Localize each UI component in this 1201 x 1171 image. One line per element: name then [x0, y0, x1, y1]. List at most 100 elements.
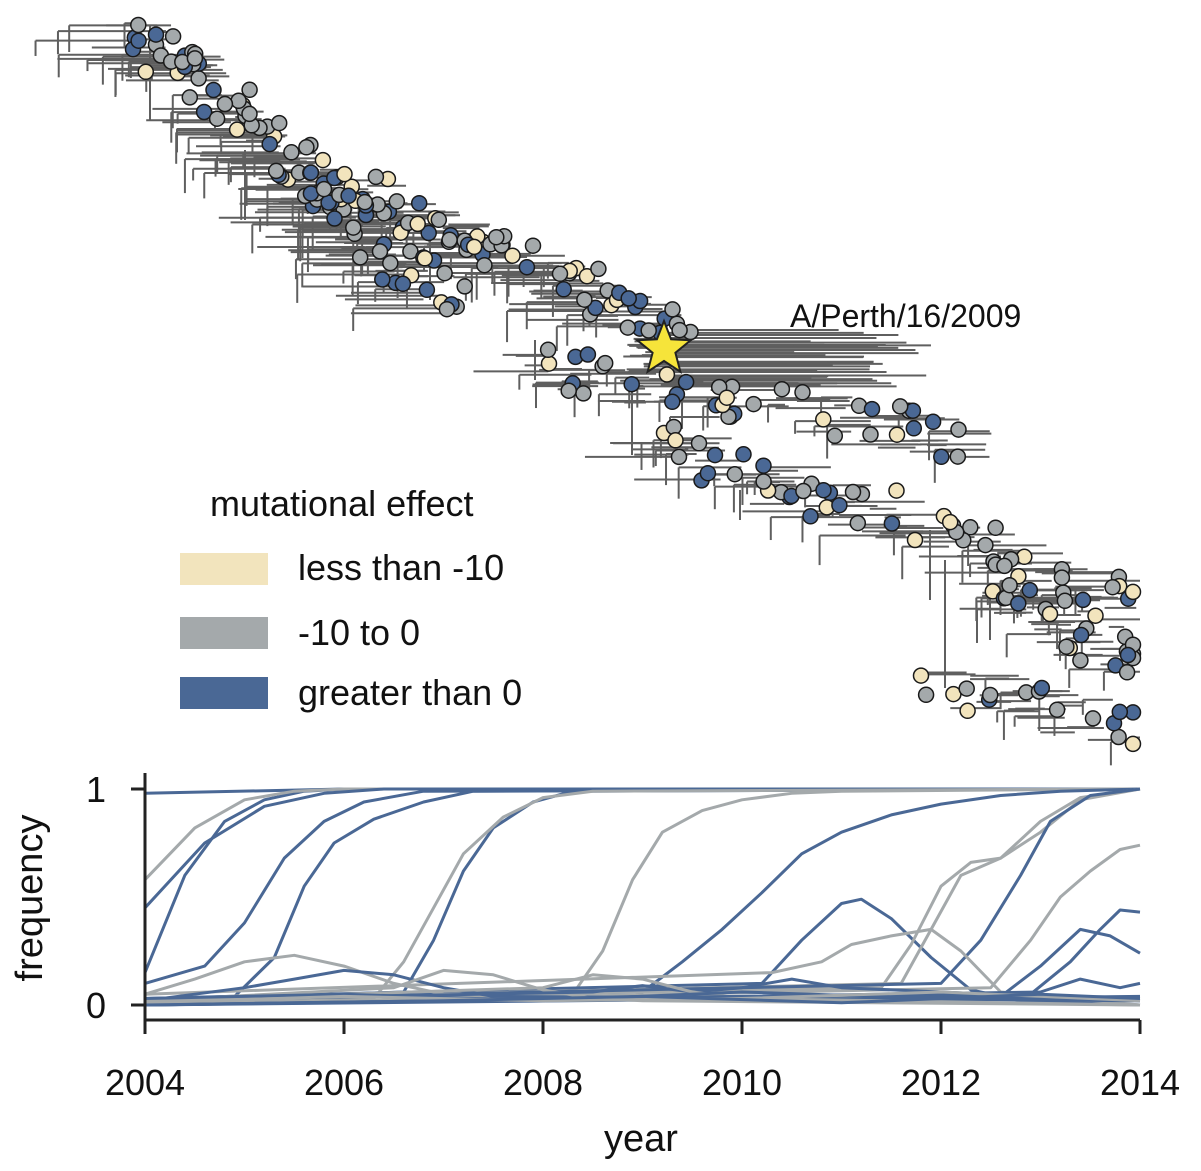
legend-label-less-than-neg10: less than -10 [298, 547, 504, 588]
tree-node [1124, 583, 1142, 601]
tree-node [1074, 591, 1092, 609]
y-tick-label: 1 [86, 769, 106, 810]
tree-node [438, 300, 456, 318]
tree-node [351, 249, 369, 266]
tree-node [164, 28, 182, 45]
x-axis-ticks: 2004 2006 2008 2010 2012 2014 [105, 1020, 1180, 1103]
tree-node [933, 448, 950, 466]
tree-node [623, 375, 640, 393]
tree-node [576, 291, 593, 308]
tree-node [436, 264, 453, 282]
tree-node [465, 238, 483, 256]
tree-node [849, 514, 867, 532]
tree-node [1119, 646, 1137, 664]
tree-node [640, 322, 657, 339]
tree-node [518, 258, 536, 276]
tree-node [917, 686, 935, 704]
phylogenetic-tree: A/Perth/16/2009 [34, 16, 1142, 766]
tree-node [186, 50, 204, 67]
legend-swatch-less-than-neg10 [180, 553, 268, 585]
frequency-series-line [143, 787, 1140, 909]
tree-node [488, 228, 505, 246]
tree-node [671, 321, 688, 339]
tree-node [1021, 581, 1039, 599]
legend-label-greater-than-0: greater than 0 [298, 672, 522, 713]
tree-node [336, 165, 353, 183]
tree-node [456, 278, 473, 295]
tree-node [891, 398, 909, 415]
tree-node [912, 667, 930, 684]
tree-node [578, 267, 596, 285]
tree-node [905, 420, 923, 437]
tree-node [374, 271, 391, 288]
tree-node [924, 413, 942, 431]
tree-node [831, 496, 848, 514]
tree-node [670, 448, 688, 466]
tree-node [228, 121, 246, 138]
tree-node [130, 32, 147, 49]
tree-node [181, 89, 199, 106]
tree-node [524, 237, 542, 254]
x-tick-label: 2006 [304, 1062, 384, 1103]
x-axis-title: year [604, 1118, 678, 1160]
tree-node [795, 482, 812, 500]
x-tick-label: 2008 [503, 1062, 583, 1103]
frequency-series-line [144, 787, 1141, 1003]
tree-node [677, 373, 695, 391]
tree-node [430, 211, 448, 229]
frequency-series-line [144, 787, 1141, 985]
tree-node [270, 114, 288, 132]
tree-node [540, 355, 558, 372]
tree-node [261, 135, 278, 153]
legend: mutational effect less than -10 -10 to 0… [180, 483, 522, 713]
tree-node [283, 144, 300, 161]
tree-node [476, 256, 493, 274]
tree-node [844, 483, 862, 501]
legend-swatch-neg10-to-0 [180, 617, 268, 649]
tree-node [504, 247, 521, 264]
tree-node [302, 164, 320, 181]
tree-node [718, 389, 736, 406]
tree-node [410, 194, 428, 212]
tree-node [794, 384, 811, 401]
tree-nodes [124, 16, 1142, 753]
x-tick-label: 2014 [1100, 1062, 1180, 1103]
tree-node [958, 680, 975, 697]
tree-node [888, 482, 905, 499]
tree-node [314, 151, 332, 169]
frequency-series-line [144, 927, 1141, 1007]
tree-node [1056, 592, 1074, 610]
frequency-series-line [143, 787, 1140, 974]
tree-node [1010, 595, 1027, 612]
tree-node [551, 265, 569, 283]
tree-node [539, 341, 557, 359]
tree-node [690, 435, 708, 452]
tree-node [409, 215, 426, 233]
tree-node [441, 231, 458, 249]
tree-node [190, 70, 207, 87]
frequency-chart: 2004 2006 2008 2010 2012 2014 01 year frequen… [9, 769, 1180, 1160]
tree-node [1001, 576, 1018, 594]
frequency-series-line [144, 787, 1141, 1007]
tree-node [340, 187, 357, 205]
tree-node [1048, 701, 1066, 718]
tree-node [345, 219, 362, 236]
frequency-series-line [144, 787, 1141, 1003]
tree-node [1041, 605, 1059, 623]
tree-node [699, 464, 717, 482]
tree-node [1053, 569, 1071, 586]
tree-node [195, 103, 213, 121]
tree-node [1104, 578, 1121, 596]
tree-node [755, 473, 772, 490]
tree-node [137, 63, 155, 81]
tree-node [620, 290, 637, 307]
x-tick-label: 2012 [901, 1062, 981, 1103]
tree-node [371, 243, 389, 260]
tree-node [619, 319, 637, 336]
tree-node [1087, 607, 1104, 624]
tree-node [555, 281, 572, 298]
tree-node [815, 481, 832, 499]
tree-node [326, 210, 343, 227]
tree-node [1072, 626, 1090, 644]
